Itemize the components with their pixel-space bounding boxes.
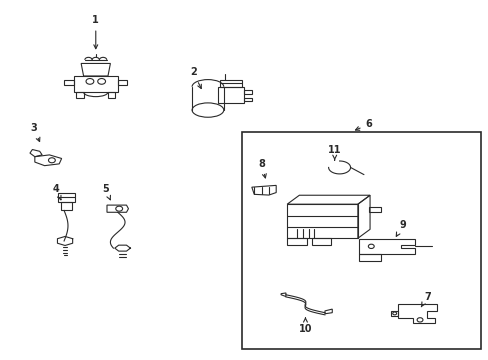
- Text: 9: 9: [395, 220, 406, 236]
- Text: 5: 5: [102, 184, 110, 200]
- Text: 2: 2: [189, 67, 201, 89]
- Text: 6: 6: [355, 120, 371, 130]
- Text: 3: 3: [30, 123, 40, 141]
- Text: 4: 4: [52, 184, 61, 200]
- Text: 8: 8: [258, 159, 265, 178]
- Text: 7: 7: [421, 292, 430, 307]
- Text: 11: 11: [327, 144, 341, 160]
- Text: 1: 1: [92, 15, 99, 49]
- Text: 10: 10: [298, 318, 311, 334]
